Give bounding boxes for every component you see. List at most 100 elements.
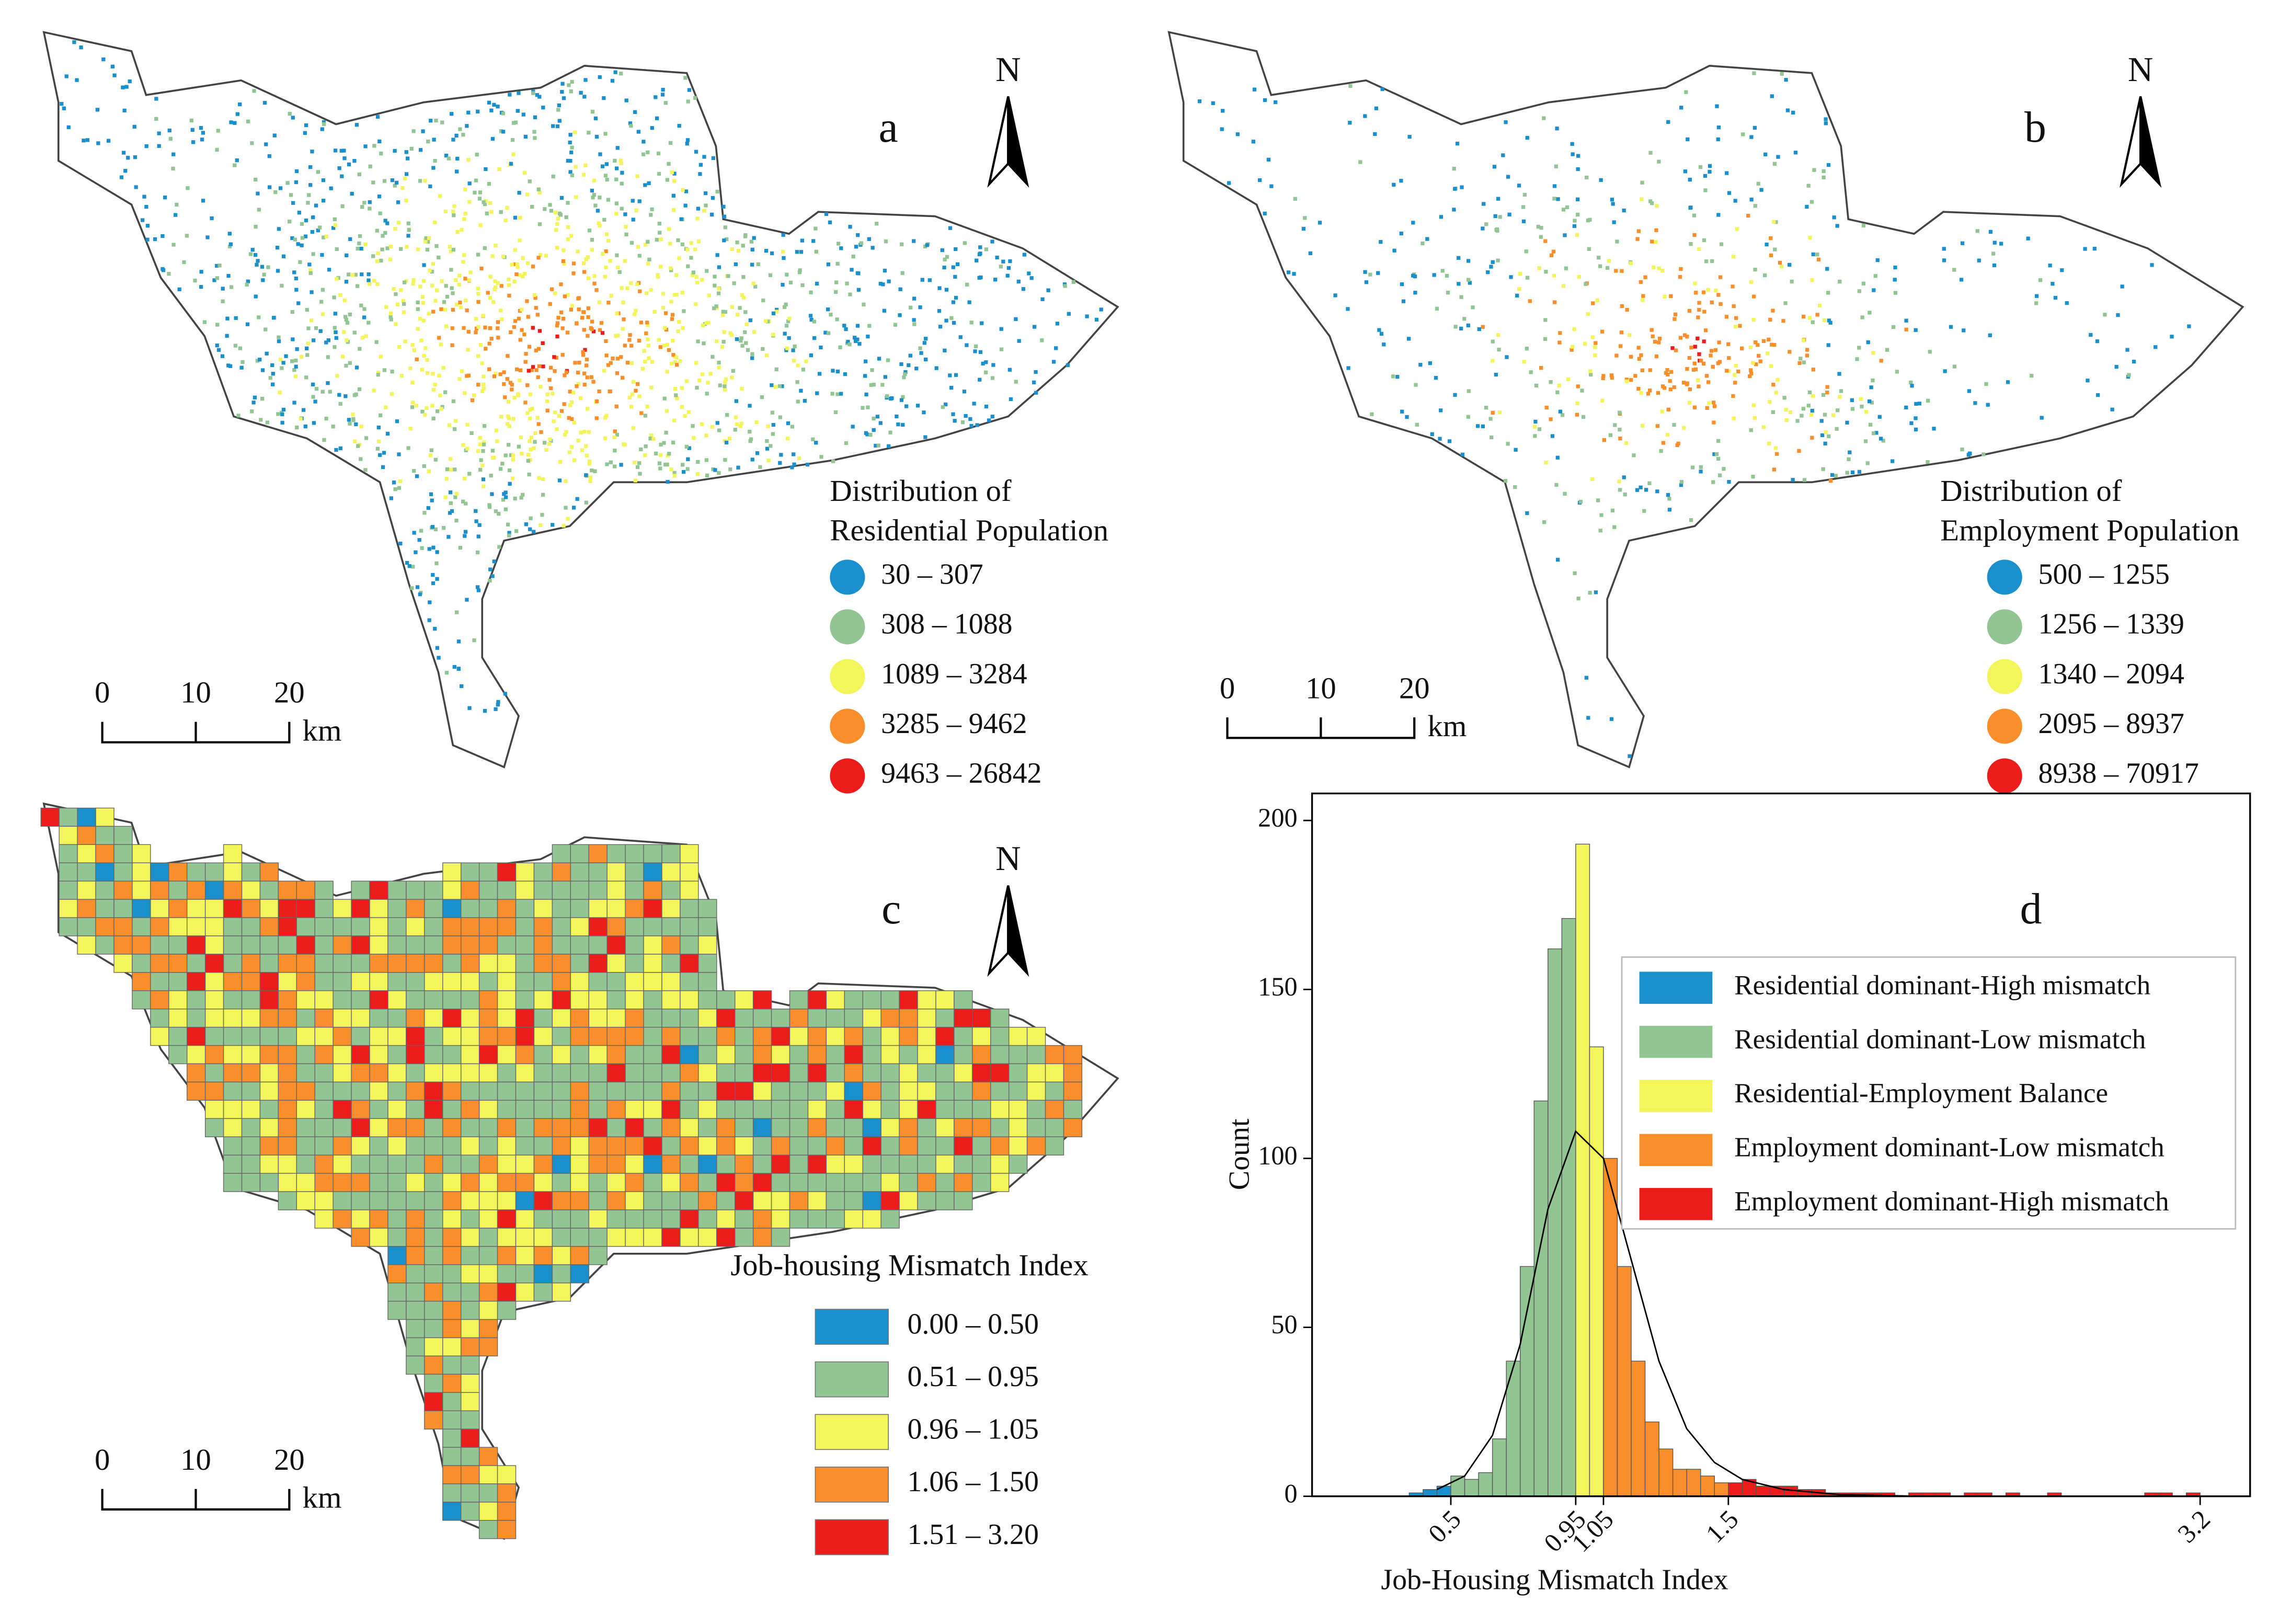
map-cell	[351, 1118, 370, 1137]
map-pixel	[402, 310, 406, 314]
map-pixel	[462, 253, 466, 257]
map-pixel	[348, 421, 352, 426]
map-pixel	[246, 279, 250, 283]
map-pixel	[492, 287, 497, 292]
map-pixel	[428, 268, 432, 272]
map-pixel	[673, 360, 677, 364]
map-pixel	[157, 131, 161, 135]
map-pixel	[960, 420, 965, 425]
map-pixel	[619, 355, 623, 359]
map-pixel	[425, 358, 429, 362]
map-cell	[789, 1045, 809, 1065]
map-cell	[972, 1154, 991, 1174]
map-cell	[478, 1337, 498, 1357]
map-pixel	[402, 302, 406, 306]
map-pixel	[1774, 220, 1778, 224]
map-pixel	[999, 327, 1003, 331]
map-pixel	[529, 436, 534, 440]
map-cell	[461, 862, 480, 882]
map-pixel	[461, 132, 465, 137]
map-pixel	[1585, 175, 1589, 180]
map-pixel	[605, 177, 609, 182]
map-cell	[387, 1154, 407, 1174]
map-pixel	[394, 292, 398, 296]
map-cell	[259, 1081, 279, 1101]
map-pixel	[1491, 339, 1495, 344]
map-pixel	[590, 319, 594, 324]
map-cell	[661, 935, 681, 955]
map-cell	[643, 990, 662, 1010]
map-pixel	[1440, 269, 1445, 273]
map-pixel	[907, 363, 911, 368]
map-cell	[661, 899, 681, 918]
map-pixel	[872, 416, 876, 421]
map-pixel	[1667, 508, 1672, 512]
map-pixel	[508, 381, 512, 385]
map-pixel	[677, 319, 681, 324]
map-pixel	[393, 184, 397, 188]
map-pixel	[781, 233, 785, 237]
map-pixel	[1689, 346, 1693, 350]
map-pixel	[414, 404, 419, 408]
map-pixel	[448, 511, 452, 515]
map-pixel	[713, 283, 717, 288]
map-pixel	[2048, 264, 2052, 268]
map-pixel	[866, 334, 870, 339]
map-cell	[552, 972, 571, 991]
map-pixel	[1770, 94, 1774, 98]
map-pixel	[848, 225, 852, 229]
map-pixel	[256, 259, 260, 263]
map-pixel	[796, 399, 800, 404]
map-pixel	[205, 235, 210, 239]
map-cell	[698, 1209, 717, 1229]
map-pixel	[570, 173, 575, 177]
map-pixel	[1666, 407, 1670, 411]
map-pixel	[458, 300, 462, 305]
map-pixel	[717, 471, 721, 475]
map-cell	[278, 899, 297, 918]
map-pixel	[1452, 208, 1456, 212]
map-pixel	[488, 296, 492, 300]
map-pixel	[856, 233, 860, 237]
map-cell	[278, 972, 297, 991]
map-pixel	[443, 209, 448, 214]
map-cell	[570, 1009, 589, 1028]
map-cell	[1026, 1026, 1046, 1046]
legend-box	[1621, 956, 2237, 1230]
map-pixel	[474, 330, 478, 335]
map-pixel	[1376, 271, 1380, 275]
map-pixel	[229, 285, 234, 289]
map-pixel	[366, 321, 371, 325]
map-pixel	[499, 210, 503, 214]
map-pixel	[345, 253, 349, 258]
map-pixel	[1942, 258, 1946, 262]
map-pixel	[281, 361, 285, 365]
map-pixel	[522, 332, 526, 337]
map-cell	[917, 1063, 936, 1083]
map-pixel	[1726, 342, 1731, 346]
map-pixel	[1932, 427, 1936, 431]
map-pixel	[433, 626, 437, 631]
map-pixel	[956, 262, 960, 267]
map-pixel	[778, 415, 782, 419]
map-pixel	[540, 513, 544, 517]
map-pixel	[948, 226, 953, 230]
map-cell	[223, 899, 243, 918]
map-pixel	[1690, 465, 1695, 470]
map-pixel	[923, 357, 928, 362]
map-cell	[442, 1319, 462, 1339]
map-pixel	[436, 409, 440, 414]
map-pixel	[604, 265, 608, 269]
map-pixel	[937, 286, 942, 290]
map-pixel	[262, 272, 266, 277]
map-pixel	[1605, 266, 1610, 270]
map-pixel	[828, 220, 832, 224]
map-cell	[698, 1063, 717, 1083]
map-cell	[424, 1081, 443, 1101]
map-cell	[1045, 1063, 1064, 1083]
map-pixel	[101, 57, 106, 62]
map-pixel	[659, 453, 663, 457]
map-cell	[789, 1136, 809, 1156]
map-pixel	[337, 393, 341, 397]
map-pixel	[2089, 333, 2093, 337]
